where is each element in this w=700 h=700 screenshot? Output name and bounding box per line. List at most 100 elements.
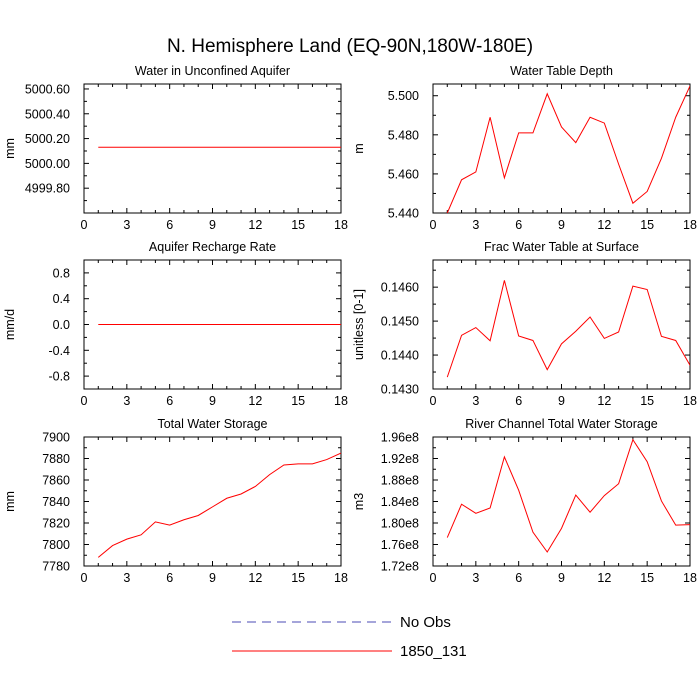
panel-5: Total Water Storage mm 0 3 6 9 12 15 18 7780 7800 7… — [3, 417, 348, 585]
y-axis-label: unitless [0-1] — [352, 289, 366, 360]
y-tick-label: 0.1430 — [381, 383, 419, 397]
y-tick-label: 1.88e8 — [381, 474, 419, 488]
y-axis-label: mm — [3, 138, 17, 159]
x-tick-label: 15 — [640, 571, 654, 585]
panel-title: Total Water Storage — [157, 417, 267, 431]
plot-frame — [83, 436, 342, 567]
y-tick-label: 1.80e8 — [381, 517, 419, 531]
x-tick-label: 3 — [472, 394, 479, 408]
x-tick-label: 3 — [123, 218, 130, 232]
x-tick-label: 12 — [248, 394, 262, 408]
y-tick-label: 7840 — [42, 495, 70, 509]
series-line-1850-131 — [446, 85, 690, 213]
plot-frame — [432, 83, 691, 214]
x-tick-label: 9 — [209, 218, 216, 232]
x-tick-label: 12 — [597, 218, 611, 232]
x-tick-label: 0 — [81, 394, 88, 408]
x-tick-label: 18 — [334, 571, 348, 585]
x-tick-label: 9 — [558, 571, 565, 585]
y-tick-label: 5000.60 — [25, 82, 70, 96]
y-tick-label: 5.460 — [388, 167, 419, 181]
x-tick-label: 3 — [123, 394, 130, 408]
x-tick-label: 18 — [683, 394, 697, 408]
panel-title: Water in Unconfined Aquifer — [135, 64, 290, 78]
x-tick-label: 6 — [515, 571, 522, 585]
x-tick-label: 3 — [123, 571, 130, 585]
panel-3: Aquifer Recharge Rate mm/d 0 3 6 9 12 15 18 -0.8 -… — [3, 240, 348, 408]
legend: No Obs 1850_131 — [232, 614, 467, 660]
x-tick-label: 12 — [248, 218, 262, 232]
plot-frame — [83, 83, 342, 214]
x-tick-label: 9 — [209, 394, 216, 408]
y-tick-label: 5000.40 — [25, 107, 70, 121]
series-line-1850-131 — [446, 438, 690, 553]
y-tick-label: 5.440 — [388, 207, 419, 221]
x-tick-label: 18 — [683, 571, 697, 585]
y-tick-label: 4999.80 — [25, 182, 70, 196]
panel-title: Frac Water Table at Surface — [484, 240, 639, 254]
panel-title: Water Table Depth — [510, 64, 613, 78]
y-axis-label: mm — [3, 491, 17, 512]
x-tick-label: 9 — [558, 394, 565, 408]
x-tick-label: 0 — [430, 571, 437, 585]
y-tick-label: 0.4 — [53, 292, 70, 306]
x-tick-label: 15 — [291, 394, 305, 408]
x-tick-label: 6 — [166, 218, 173, 232]
panel-title: Aquifer Recharge Rate — [149, 240, 276, 254]
y-tick-label: 1.84e8 — [381, 495, 419, 509]
plot-frame — [432, 436, 691, 567]
y-tick-label: 1.96e8 — [381, 431, 419, 445]
x-tick-label: 3 — [472, 571, 479, 585]
x-tick-label: 0 — [81, 218, 88, 232]
legend-label-1850-131: 1850_131 — [400, 643, 467, 660]
y-tick-label: 0.1440 — [381, 349, 419, 363]
x-tick-label: 15 — [291, 218, 305, 232]
x-tick-label: 12 — [597, 394, 611, 408]
legend-label-no-obs: No Obs — [400, 614, 451, 631]
x-tick-label: 6 — [515, 218, 522, 232]
x-tick-label: 6 — [515, 394, 522, 408]
y-tick-label: -0.4 — [48, 344, 70, 358]
y-tick-label: 7880 — [42, 452, 70, 466]
y-tick-label: 5.500 — [388, 89, 419, 103]
x-tick-label: 15 — [291, 571, 305, 585]
y-tick-label: 7860 — [42, 474, 70, 488]
x-tick-label: 6 — [166, 394, 173, 408]
panel-4: Frac Water Table at Surface unitless [0-1… — [352, 240, 697, 408]
x-tick-label: 12 — [597, 571, 611, 585]
x-tick-label: 0 — [430, 394, 437, 408]
x-tick-label: 18 — [683, 218, 697, 232]
y-tick-label: 7800 — [42, 538, 70, 552]
y-tick-label: 5.480 — [388, 128, 419, 142]
y-tick-label: 5000.00 — [25, 157, 70, 171]
y-tick-label: 7820 — [42, 517, 70, 531]
y-tick-label: 0.1460 — [381, 281, 419, 295]
panel-6: River Channel Total Water Storage m3 0 3 6 9 1… — [352, 417, 697, 585]
y-tick-label: 0.8 — [53, 266, 70, 280]
panel-title: River Channel Total Water Storage — [465, 417, 658, 431]
y-tick-label: 7780 — [42, 560, 70, 574]
panel-2: Water Table Depth m 0 3 6 9 12 15 18 5.440 5.460 5.… — [352, 64, 697, 232]
series-line-1850-131 — [97, 452, 341, 558]
figure-title: N. Hemisphere Land (EQ-90N,180W-180E) — [167, 36, 533, 57]
y-tick-label: 1.92e8 — [381, 452, 419, 466]
y-tick-label: 5000.20 — [25, 132, 70, 146]
y-axis-label: m3 — [352, 493, 366, 510]
series-line-1850-131 — [446, 280, 690, 378]
x-tick-label: 15 — [640, 218, 654, 232]
panels: Water in Unconfined Aquifer mm 0 3 6 9 12 15 18 4… — [3, 64, 697, 585]
y-tick-label: 1.72e8 — [381, 560, 419, 574]
x-tick-label: 12 — [248, 571, 262, 585]
x-tick-label: 18 — [334, 218, 348, 232]
x-tick-label: 0 — [430, 218, 437, 232]
x-tick-label: 6 — [166, 571, 173, 585]
y-tick-label: 1.76e8 — [381, 538, 419, 552]
x-tick-label: 0 — [81, 571, 88, 585]
panel-1: Water in Unconfined Aquifer mm 0 3 6 9 12 15 18 4… — [3, 64, 348, 232]
y-tick-label: 7900 — [42, 431, 70, 445]
x-tick-label: 15 — [640, 394, 654, 408]
y-tick-label: -0.8 — [48, 370, 70, 384]
x-tick-label: 18 — [334, 394, 348, 408]
